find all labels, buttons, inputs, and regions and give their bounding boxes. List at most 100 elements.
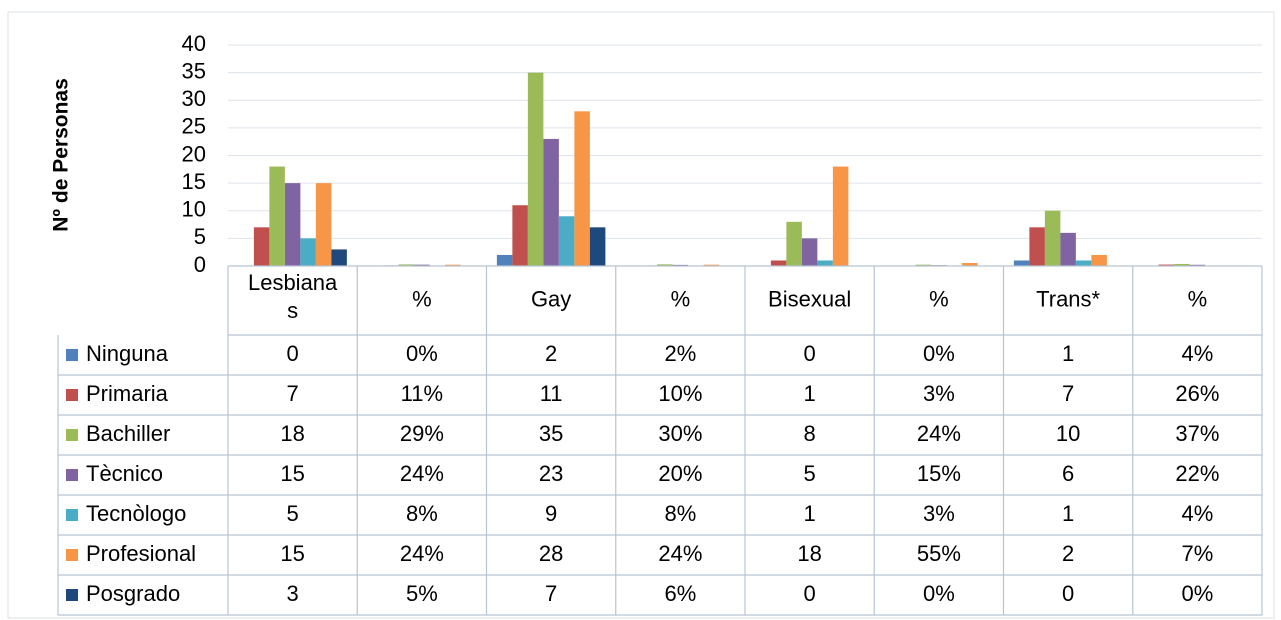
y-tick-label: 20 [182,141,206,166]
table-cell: 2 [1062,541,1074,566]
bar [300,238,316,266]
table-cell: 15 [280,461,304,486]
legend-swatch [66,429,78,441]
table-cell: 3% [923,381,955,406]
x-tick-label: Trans* [1036,286,1100,311]
table-cell: 0% [1181,581,1213,606]
y-tick-label: 10 [182,197,206,222]
bar [315,183,332,266]
x-tick-label: Gay [531,286,571,311]
table-cell: 24% [917,421,961,446]
y-axis-label: Nº de Personas [50,78,73,232]
table-cell: 3 [287,581,299,606]
bar [589,227,606,266]
table-cell: 9 [545,501,557,526]
table-cell: 0% [923,581,955,606]
table-cell: 15% [917,461,961,486]
table-cell: 24% [400,461,444,486]
bar [1189,264,1206,266]
bar [331,249,347,266]
table-cell: 29% [400,421,444,446]
bar [962,262,978,266]
table-cell: 8 [804,421,816,446]
x-tick-label: % [929,286,949,311]
table-cell: 1 [804,381,816,406]
legend-swatch [66,589,78,601]
table-cell: 10 [1056,421,1080,446]
frame [7,11,1275,619]
y-tick-label: 30 [182,86,206,111]
bar [269,166,285,266]
bar [1174,263,1190,266]
y-tick-label: 35 [182,58,206,83]
bar [1044,210,1061,266]
table-cell: 7 [287,381,299,406]
table-cell: 6 [1062,461,1074,486]
table-cell: 11% [401,381,443,406]
legend-label: Tecnòlogo [86,501,186,526]
table-cell: 2% [664,341,696,366]
legend-label: Tècnico [86,461,163,486]
table-cell: 30% [658,421,702,446]
table-cell: 18 [280,421,304,446]
table-cell: 1 [1062,341,1074,366]
table-cell: 23 [539,461,563,486]
y-tick-label: 5 [194,224,206,249]
table-cell: 1 [1062,501,1074,526]
table-cell: 37% [1175,421,1219,446]
bar [1091,254,1107,266]
bar [398,264,415,266]
x-tick-label: Bisexual [768,286,851,311]
bar [558,216,575,266]
bar [284,183,301,266]
table-cell: 24% [400,541,444,566]
legend-label: Ninguna [86,341,169,366]
x-tick-label: Lesbiana s [248,270,338,323]
table-cell: 0% [406,341,438,366]
legend-swatch [66,389,78,401]
y-tick-label: 40 [182,31,206,56]
x-tick-label: % [1188,286,1208,311]
table-cell: 0 [804,341,816,366]
y-tick-label: 15 [182,169,206,194]
bar [915,264,932,266]
legend-label: Profesional [86,541,196,566]
bar [817,260,833,266]
table-cell: 8% [406,501,438,526]
bar [1075,260,1092,266]
table-cell: 5 [804,461,816,486]
table-cell: 8% [664,501,696,526]
y-tick-label: 0 [194,252,206,277]
bar [1060,232,1076,266]
table-cell: 1 [804,501,816,526]
table-cell: 28 [539,541,563,566]
x-tick-label: % [671,286,691,311]
table-cell: 35 [539,421,563,446]
bar [770,260,787,266]
table-cell: 7 [545,581,557,606]
bar [786,221,802,266]
legend-swatch [66,549,78,561]
table-cell: 55% [917,541,961,566]
bar [253,227,270,266]
table-cell: 20% [658,461,702,486]
table-cell: 0 [287,341,299,366]
table-cell: 7 [1062,381,1074,406]
bar [1013,260,1030,266]
bar [657,264,673,266]
table-cell: 0 [1062,581,1074,606]
bar [496,254,513,266]
legend-label: Bachiller [86,421,170,446]
bar [801,238,818,266]
bar [543,138,559,266]
bar [512,205,528,266]
y-tick-label: 25 [182,114,206,139]
table-cell: 4% [1181,501,1213,526]
bar [832,166,849,266]
bar [1029,227,1045,266]
bar [703,264,720,266]
table-cell: 24% [658,541,702,566]
table-cell: 26% [1175,381,1219,406]
table-cell: 7% [1181,541,1213,566]
